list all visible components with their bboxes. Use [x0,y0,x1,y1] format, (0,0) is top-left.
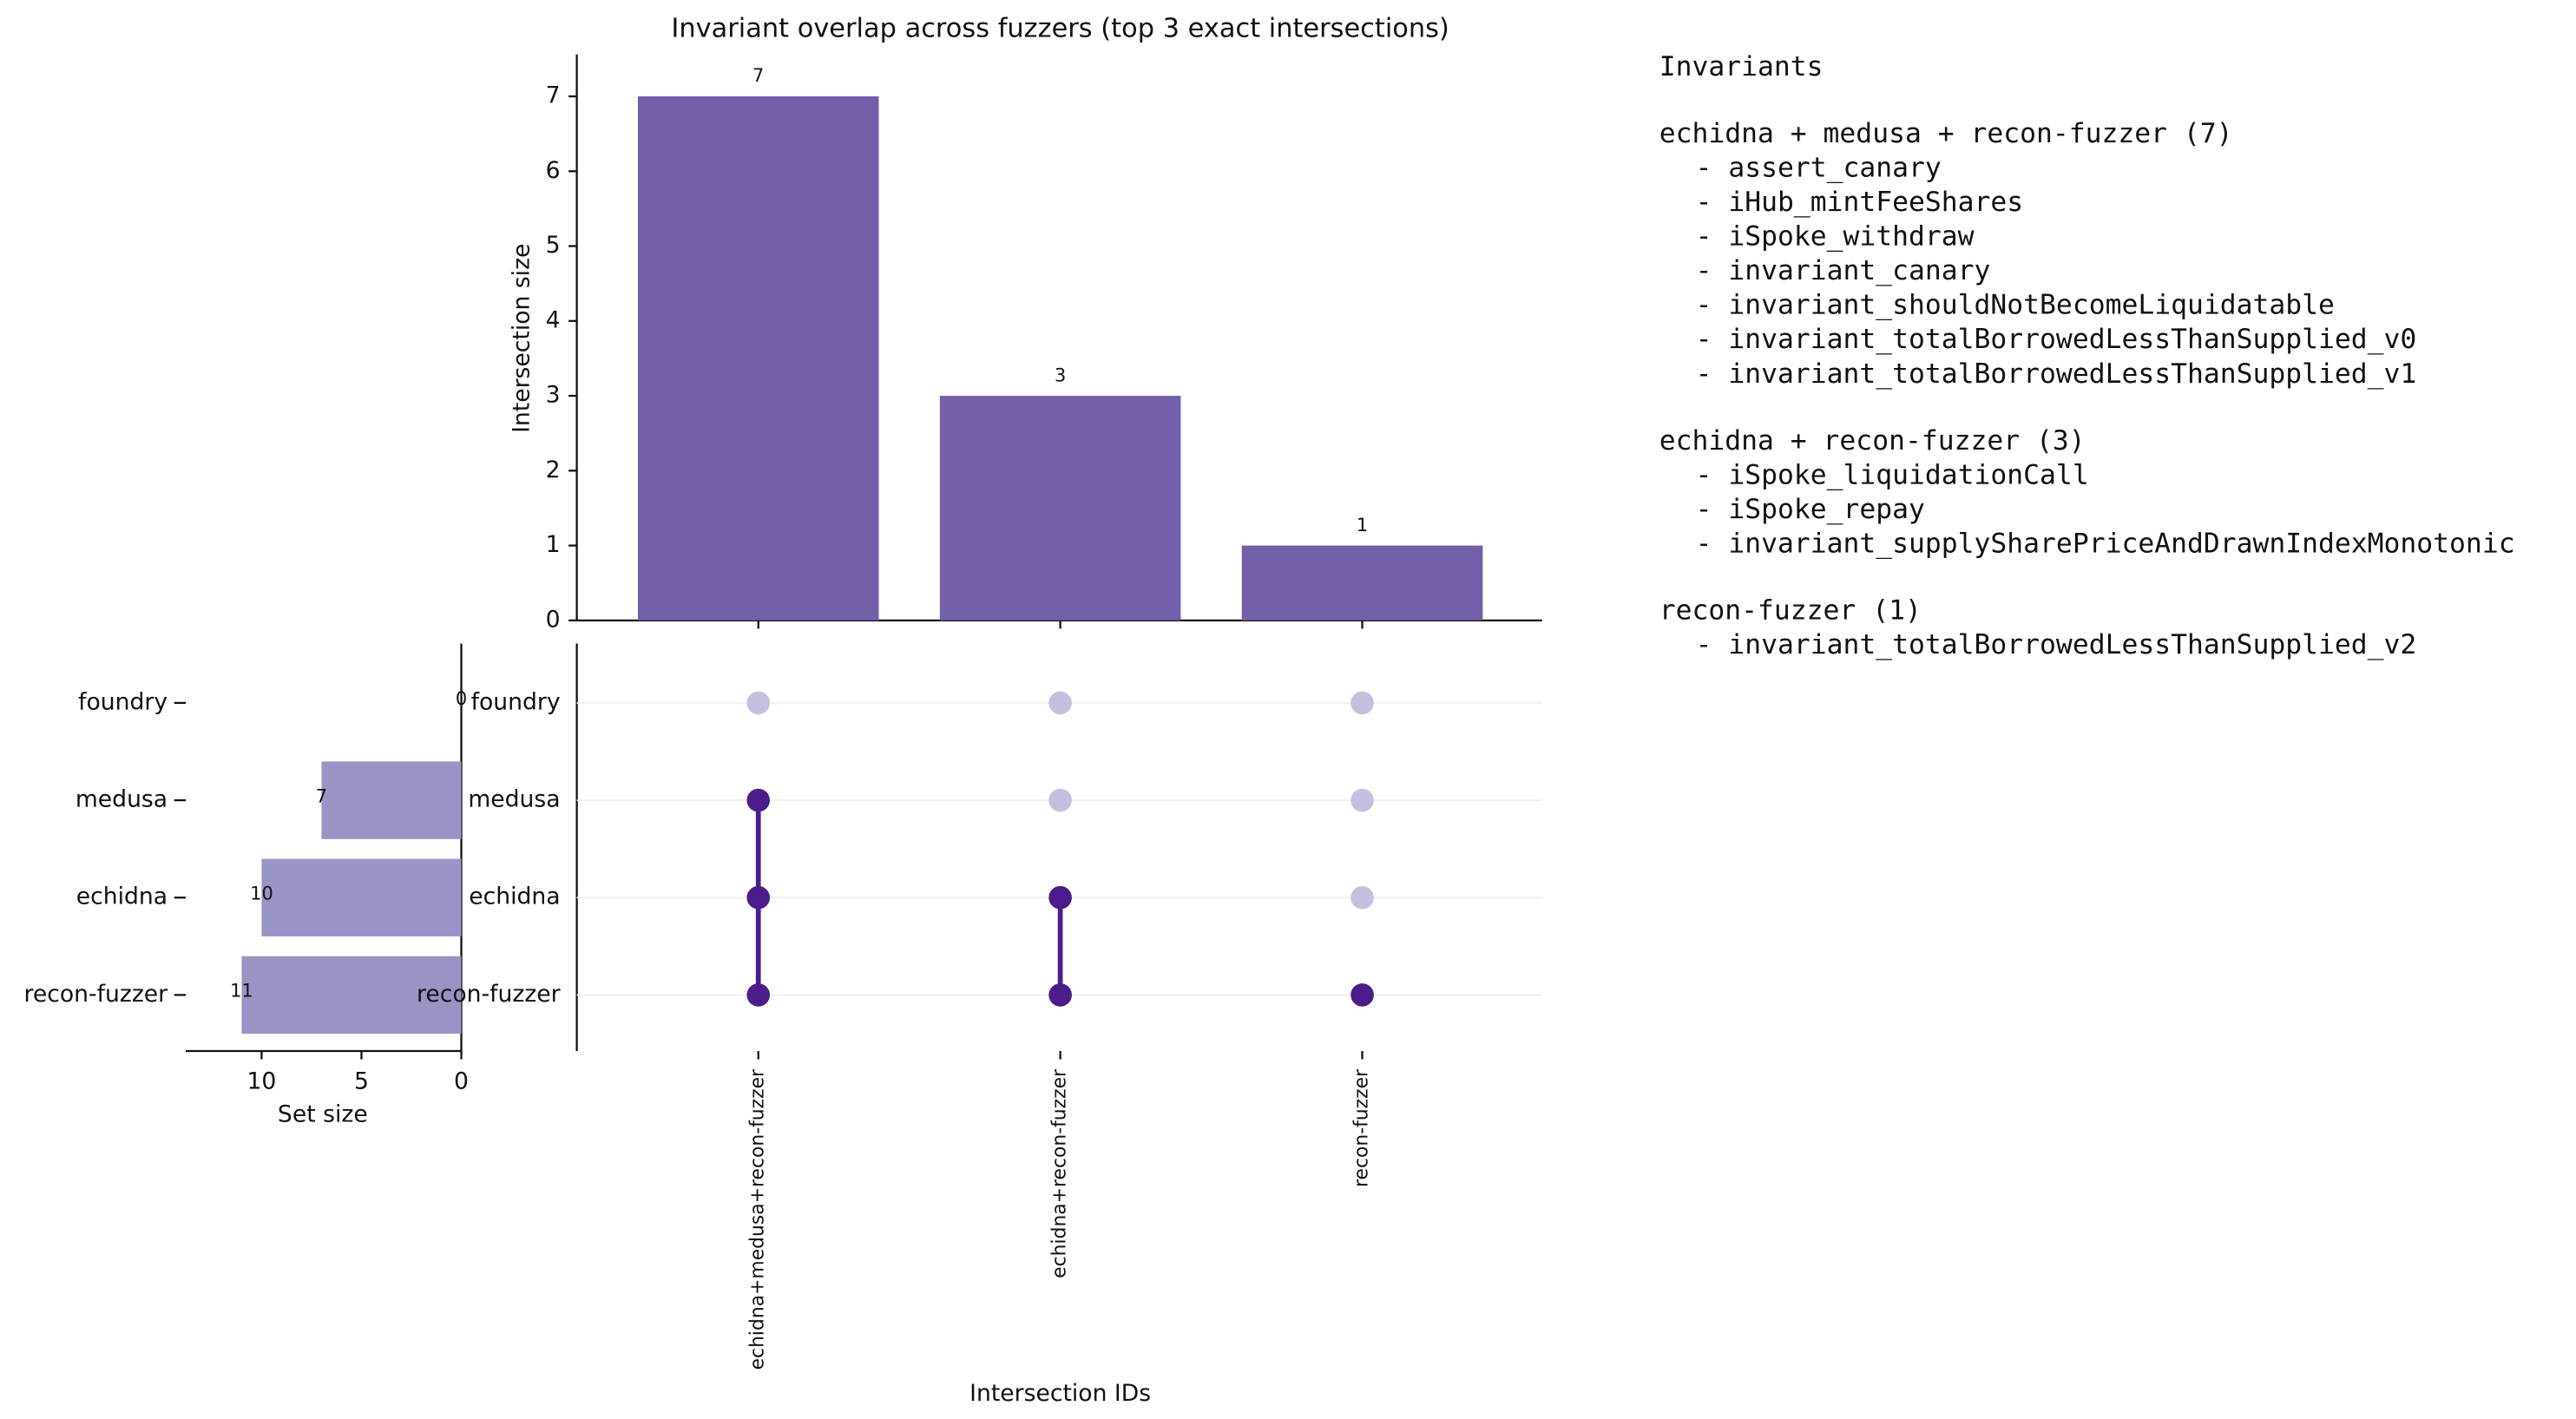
y-tick-label: 7 [546,82,561,109]
matrix-dot [1350,788,1374,812]
bar [1241,545,1483,621]
panel-heading: recon-fuzzer (1) [1659,595,1922,626]
invariants-panel: Invariants echidna + medusa + recon-fuzze… [1659,51,2515,660]
bar [939,396,1181,621]
matrix-dot [1048,691,1072,715]
x-tick-label: 10 [247,1068,277,1095]
y-tick-label: echidna [76,884,168,910]
matrix-dot [746,983,771,1007]
panel-item: - invariant_totalBorrowedLessThanSupplie… [1696,324,2417,355]
x-axis-label: Set size [278,1101,368,1128]
y-tick-label: 3 [546,382,561,409]
x-tick-label: 0 [454,1068,469,1095]
y-tick-label: 5 [546,232,561,259]
value-label: 0 [456,688,467,709]
matrix-dot [1048,885,1072,910]
value-label: 11 [230,981,253,1002]
panel-item: - invariant_totalBorrowedLessThanSupplie… [1696,629,2417,660]
matrix-dot [1350,885,1374,910]
set-label: foundry [471,688,561,715]
y-tick-label: foundry [78,688,168,715]
bar [321,761,462,839]
panel-item: - iSpoke_liquidationCall [1696,459,2089,490]
matrix-dot [1048,983,1072,1007]
panel-item: - iHub_mintFeeShares [1696,187,2024,218]
panel-heading: echidna + recon-fuzzer (3) [1659,425,2086,457]
y-tick-label: 2 [546,457,561,483]
x-tick-label: echidna+medusa+recon-fuzzer [747,1069,769,1370]
panel-heading: echidna + medusa + recon-fuzzer (7) [1659,118,2233,149]
x-tick-label: 5 [354,1068,369,1095]
y-tick-label: 4 [546,306,561,333]
x-axis-label: Intersection IDs [969,1380,1151,1407]
matrix-dot [746,788,771,812]
matrix-dot [1048,788,1072,812]
x-tick-label: recon-fuzzer [1351,1069,1373,1187]
y-tick-label: recon-fuzzer [24,981,168,1008]
matrix-dot [746,885,771,910]
chart-title: Invariant overlap across fuzzers (top 3 … [671,14,1449,44]
value-label: 10 [250,883,273,903]
value-label: 3 [1055,365,1066,385]
bar [637,96,879,621]
set-label: echidna [469,884,560,910]
matrix-dot [1350,691,1374,715]
y-tick-label: medusa [76,786,168,813]
set-label: recon-fuzzer [417,981,561,1008]
panel-item: - invariant_supplySharePriceAndDrawnInde… [1696,528,2515,559]
panel-item: - invariant_shouldNotBecomeLiquidatable [1696,290,2335,321]
panel-title: Invariants [1659,51,1824,82]
bar [241,956,462,1035]
bar [261,858,462,936]
set-label: medusa [468,786,560,813]
y-tick-label: 6 [546,157,561,184]
y-tick-label: 1 [546,531,561,558]
panel-item: - invariant_canary [1696,255,1991,286]
panel-item: - iSpoke_withdraw [1696,221,1975,253]
matrix-dot [1350,983,1374,1007]
y-tick-label: 0 [546,606,561,633]
value-label: 1 [1357,515,1368,535]
matrix-dot [746,691,771,715]
panel-item: - assert_canary [1696,152,1942,183]
panel-item: - iSpoke_repay [1696,494,1925,525]
y-axis-label: Intersection size [508,244,535,433]
value-label: 7 [752,65,764,86]
panel-item: - invariant_totalBorrowedLessThanSupplie… [1696,358,2417,390]
value-label: 7 [316,785,327,806]
x-tick-label: echidna+recon-fuzzer [1049,1069,1071,1278]
